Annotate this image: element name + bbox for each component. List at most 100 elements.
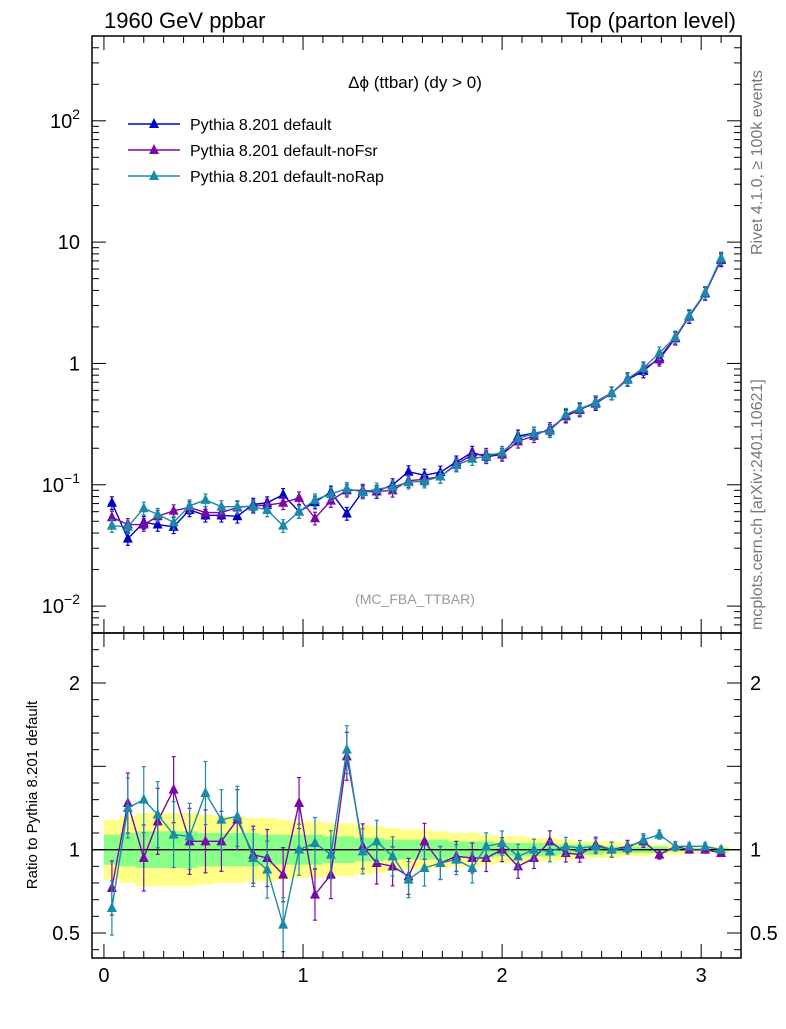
ratio-line-noFsr: [111, 756, 722, 897]
ratio-point-noRap: [606, 843, 617, 854]
series-point-0: [403, 465, 414, 476]
main-ytick-label-exponent: 2: [72, 106, 80, 122]
series-point-2: [497, 446, 508, 457]
ratio-point-noFsr: [200, 835, 211, 846]
series-point-2: [184, 499, 195, 510]
mcplots-label: mcplots.cern.ch [arXiv:2401.10621]: [749, 379, 766, 630]
series-point-2: [700, 286, 711, 297]
ratio-point-noRap: [574, 842, 585, 852]
ratio-point-noRap: [387, 850, 398, 861]
watermark-label: (MC_FBA_TTBAR): [355, 591, 475, 607]
legend-entry-nofsr: Pythia 8.201 default-noFsr: [128, 143, 378, 160]
series-point-2: [278, 519, 289, 530]
xtick-label: 0: [98, 965, 109, 987]
ratio-point-noRap: [590, 840, 601, 851]
plot-title: Δϕ (ttbar) (dy > 0): [348, 73, 482, 92]
series-point-2: [684, 309, 695, 320]
ratio-point-noRap: [294, 843, 305, 854]
series-point-0: [232, 510, 243, 521]
legend-label-nofsr: Pythia 8.201 default-noFsr: [190, 143, 378, 160]
ratio-point-noRap: [262, 863, 273, 874]
series-point-2: [294, 505, 305, 516]
series-line-0: [111, 259, 722, 540]
series-point-2: [216, 500, 227, 511]
ratio-series-layer: [92, 725, 741, 953]
ratio-line-noRap: [111, 749, 722, 925]
ratio-point-noFsr: [168, 783, 179, 794]
ratio-point-noRap: [622, 842, 633, 852]
main-ytick-label-base: 10: [50, 111, 72, 133]
ratio-point-noRap: [357, 845, 368, 856]
series-point-0: [106, 496, 117, 507]
series-point-2: [560, 408, 571, 419]
series-point-2: [638, 361, 649, 372]
series-point-2: [106, 519, 117, 530]
series-point-1: [138, 518, 149, 529]
series-point-0: [341, 507, 352, 518]
series-point-2: [481, 450, 492, 461]
header-left-title: 1960 GeV ppbar: [104, 8, 265, 33]
ratio-point-noRap: [403, 873, 414, 884]
series-point-2: [387, 480, 398, 491]
ratio-point-noRap: [138, 793, 149, 804]
ratio-point-noRap: [700, 840, 711, 851]
xtick-label: 3: [696, 965, 707, 987]
series-point-2: [152, 508, 163, 519]
series-point-2: [138, 502, 149, 513]
series-point-2: [590, 396, 601, 407]
legend-label-norap: Pythia 8.201 default-noRap: [190, 169, 384, 186]
series-point-1: [309, 512, 320, 523]
legend: Pythia 8.201 default Pythia 8.201 defaul…: [128, 117, 384, 186]
ratio-point-noRap: [341, 743, 352, 754]
series-point-2: [716, 252, 727, 263]
xtick-label: 2: [497, 965, 508, 987]
header-right-title: Top (parton level): [566, 8, 736, 33]
ratio-point-noRap: [716, 843, 727, 854]
series-point-1: [294, 491, 305, 502]
ratio-point-noRap: [122, 802, 133, 812]
series-point-2: [451, 459, 462, 470]
ratio-point-noRap: [560, 840, 571, 851]
ratio-ytick-label-right: 2: [750, 673, 761, 695]
ratio-point-noRap: [200, 787, 211, 797]
ratio-point-noRap: [184, 830, 195, 841]
ratio-point-noFsr: [419, 835, 430, 846]
ratio-point-noFsr: [654, 848, 665, 859]
series-point-2: [574, 402, 585, 413]
main-ytick-label-exponent: −1: [64, 470, 80, 486]
main-ytick-label: 10: [58, 232, 80, 254]
legend-entry-default: Pythia 8.201 default: [128, 117, 332, 134]
xtick-label: 1: [297, 965, 308, 987]
series-point-2: [232, 500, 243, 511]
series-point-2: [654, 346, 665, 357]
series-point-2: [357, 486, 368, 497]
ratio-point-noRap: [419, 862, 430, 872]
ratio-point-noRap: [513, 850, 524, 861]
series-point-2: [544, 424, 555, 435]
main-ytick-label-base: 10: [42, 475, 64, 497]
ratio-point-noRap: [278, 918, 289, 929]
ratio-point-noRap: [638, 833, 649, 844]
ratio-point-noFsr: [138, 852, 149, 862]
ratio-point-noRap: [544, 845, 555, 856]
main-ytick-label-base: 1: [69, 353, 80, 375]
ratio-ytick-label: 0.5: [52, 923, 80, 945]
ratio-point-noRap: [451, 853, 462, 864]
series-point-2: [528, 427, 539, 438]
main-ytick-label-base: 10: [42, 596, 64, 618]
axes-ticks: [92, 35, 742, 958]
main-ytick-label-exponent: −2: [64, 591, 80, 607]
ratio-ytick-label-right: 0.5: [750, 923, 778, 945]
series-point-2: [467, 452, 478, 463]
series-point-2: [341, 482, 352, 493]
ratio-point-noRap: [216, 813, 227, 824]
ratio-ytick-label: 1: [69, 840, 80, 862]
ratio-point-noRap: [325, 848, 336, 859]
series-point-2: [403, 476, 414, 487]
ratio-ytick-label: 2: [69, 673, 80, 695]
ratio-point-noRap: [528, 843, 539, 854]
main-ytick-label: 1: [69, 353, 80, 375]
ratio-point-noRap: [684, 840, 695, 851]
